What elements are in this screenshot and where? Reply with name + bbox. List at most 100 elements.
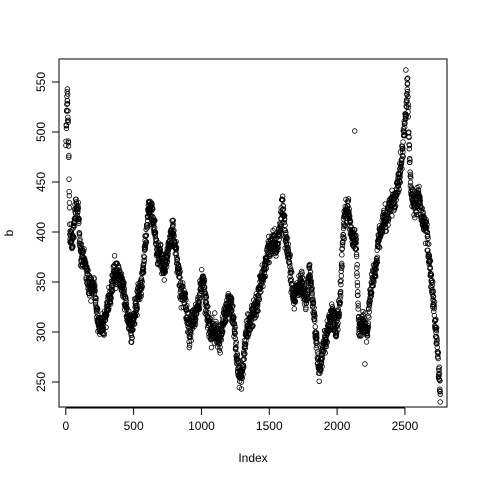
data-point [383, 228, 389, 234]
data-point [353, 246, 359, 252]
data-point [141, 258, 147, 264]
data-point [354, 262, 360, 268]
data-point [431, 305, 437, 312]
data-point [374, 259, 380, 266]
data-point [108, 295, 114, 301]
data-point [139, 283, 145, 290]
data-point [101, 331, 107, 337]
data-point [109, 288, 115, 295]
data-point [353, 240, 359, 246]
data-point [406, 142, 413, 149]
data-point [280, 197, 286, 203]
data-point [123, 297, 129, 304]
data-point [309, 293, 315, 299]
data-point [369, 290, 375, 296]
data-point [70, 222, 77, 228]
data-point [65, 114, 71, 120]
data-point [75, 204, 82, 211]
data-point [239, 375, 245, 381]
data-point [138, 293, 144, 300]
data-point [346, 206, 352, 212]
data-point [228, 296, 235, 302]
data-point [354, 283, 361, 289]
data-point [368, 292, 375, 299]
data-point [242, 350, 248, 357]
data-point [314, 335, 320, 341]
data-point [406, 134, 412, 140]
data-point [354, 273, 360, 279]
data-point [365, 323, 372, 329]
data-point [64, 91, 71, 97]
data-point [177, 274, 183, 281]
data-point [117, 269, 123, 275]
data-point [408, 174, 414, 181]
data-point [407, 157, 413, 163]
data-point [377, 244, 383, 251]
data-point [199, 266, 205, 273]
data-point [231, 314, 237, 320]
data-point [341, 235, 348, 242]
data-point [137, 296, 143, 302]
data-point [65, 119, 71, 126]
data-point [347, 218, 354, 225]
data-point [121, 288, 127, 295]
data-point [192, 318, 198, 325]
data-point [324, 339, 331, 345]
data-point [205, 303, 211, 310]
data-point [162, 269, 169, 275]
data-point [337, 299, 344, 306]
data-point [232, 324, 238, 331]
data-point [245, 334, 251, 340]
data-point [389, 213, 395, 219]
data-point [285, 244, 291, 251]
data-point [323, 340, 330, 346]
data-point [422, 240, 429, 247]
data-point [385, 217, 392, 224]
data-point [234, 351, 240, 357]
data-point [64, 101, 70, 107]
data-point [187, 334, 194, 341]
y-tick-label: 500 [34, 122, 48, 142]
data-point [140, 266, 147, 272]
data-point [141, 260, 147, 266]
data-point [431, 308, 437, 315]
data-point [353, 251, 360, 257]
data-point [76, 230, 83, 237]
data-point [275, 247, 281, 253]
data-point [335, 320, 341, 326]
data-point [431, 302, 437, 308]
data-point [241, 364, 247, 370]
data-point [212, 310, 218, 316]
data-point [427, 259, 433, 265]
data-point [289, 280, 296, 286]
data-point [131, 321, 137, 327]
data-point [405, 94, 411, 100]
data-point [336, 312, 342, 319]
data-point [353, 236, 359, 243]
data-point [142, 241, 149, 248]
data-point [173, 244, 180, 251]
data-point [424, 229, 431, 235]
data-point [92, 288, 98, 294]
data-point [406, 146, 412, 152]
data-point [437, 399, 443, 405]
data-point [158, 241, 164, 248]
data-point [433, 324, 440, 331]
data-point [312, 324, 318, 330]
data-point [182, 295, 189, 301]
data-point [252, 314, 259, 320]
data-point [370, 282, 376, 289]
data-point [374, 257, 380, 263]
data-point [339, 242, 346, 248]
data-point [66, 176, 72, 182]
data-point [396, 186, 402, 193]
data-point [233, 339, 240, 345]
data-point [280, 206, 287, 212]
data-point [84, 266, 90, 272]
y-tick-label: 400 [34, 222, 48, 242]
data-point [354, 265, 360, 271]
y-tick-label: 250 [34, 372, 48, 392]
data-point [81, 246, 87, 252]
data-point [80, 248, 87, 254]
data-point [403, 67, 409, 73]
